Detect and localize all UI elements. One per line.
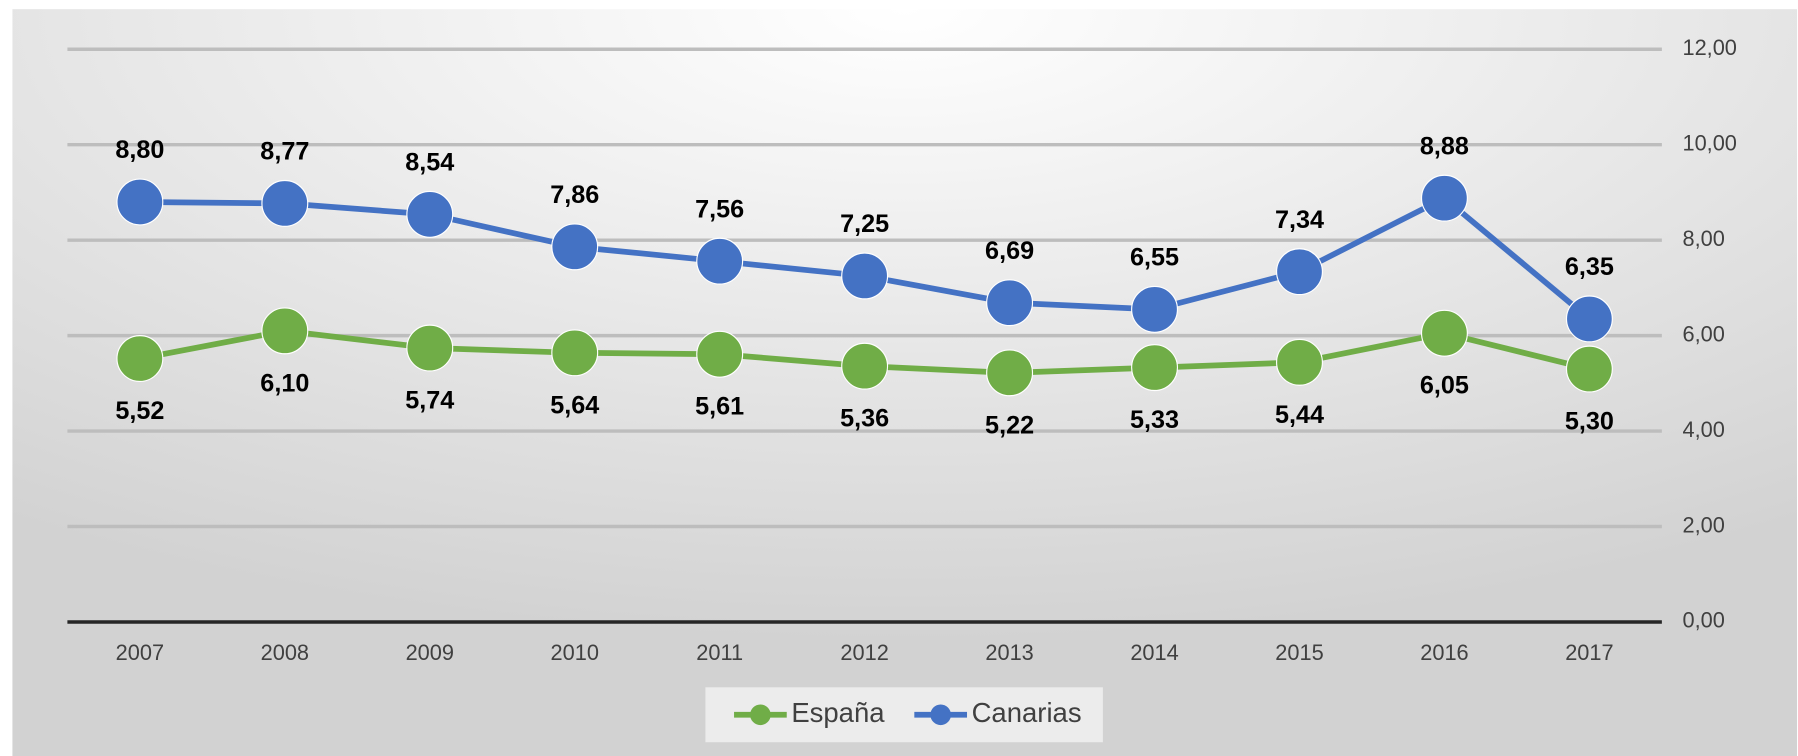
data-point bbox=[1131, 344, 1179, 392]
data-label: 8,80 bbox=[115, 136, 164, 164]
data-label: 5,64 bbox=[550, 391, 599, 419]
data-point bbox=[696, 237, 744, 285]
legend-marker bbox=[930, 704, 951, 726]
data-label: 5,61 bbox=[695, 393, 744, 421]
data-point bbox=[261, 307, 309, 355]
legend-label: Canarias bbox=[972, 697, 1082, 728]
data-point bbox=[1276, 338, 1323, 386]
data-point bbox=[1420, 174, 1468, 222]
data-label: 5,30 bbox=[1565, 408, 1614, 436]
y-tick-label: 0,00 bbox=[1682, 608, 1724, 633]
data-point bbox=[986, 279, 1034, 327]
x-tick-label: 2012 bbox=[840, 640, 888, 665]
data-point bbox=[1276, 248, 1323, 296]
data-label: 6,10 bbox=[260, 369, 309, 397]
y-tick-label: 10,00 bbox=[1682, 130, 1736, 155]
data-label: 7,25 bbox=[840, 210, 889, 238]
data-label: 5,74 bbox=[405, 387, 454, 415]
legend-marker bbox=[750, 704, 771, 726]
x-tick-label: 2017 bbox=[1565, 640, 1613, 665]
x-tick-label: 2010 bbox=[551, 640, 599, 665]
data-label: 8,77 bbox=[260, 138, 309, 166]
data-label: 7,34 bbox=[1275, 206, 1324, 234]
data-point bbox=[551, 329, 599, 377]
data-point bbox=[1565, 295, 1613, 343]
data-label: 8,88 bbox=[1420, 132, 1469, 160]
x-tick-label: 2014 bbox=[1130, 640, 1178, 665]
legend-label: España bbox=[791, 697, 885, 728]
x-tick-label: 2013 bbox=[985, 640, 1033, 665]
x-tick-label: 2011 bbox=[696, 640, 743, 665]
y-tick-label: 4,00 bbox=[1682, 417, 1724, 442]
data-point bbox=[986, 349, 1034, 397]
data-point bbox=[841, 342, 889, 390]
data-point bbox=[261, 179, 309, 227]
data-point bbox=[551, 223, 599, 271]
data-label: 5,22 bbox=[985, 411, 1034, 439]
data-label: 6,35 bbox=[1565, 253, 1614, 281]
chart-background bbox=[12, 9, 1798, 756]
data-label: 6,55 bbox=[1130, 244, 1179, 272]
y-tick-label: 8,00 bbox=[1682, 226, 1724, 251]
x-tick-label: 2016 bbox=[1420, 640, 1468, 665]
data-label: 8,54 bbox=[405, 149, 454, 177]
data-point bbox=[406, 190, 454, 238]
x-tick-label: 2015 bbox=[1275, 640, 1323, 665]
x-tick-label: 2009 bbox=[406, 640, 454, 665]
y-tick-label: 2,00 bbox=[1682, 512, 1724, 537]
data-point bbox=[406, 324, 454, 372]
x-tick-label: 2007 bbox=[116, 640, 164, 665]
data-label: 6,05 bbox=[1420, 372, 1469, 400]
data-point bbox=[1420, 309, 1468, 357]
data-label: 7,56 bbox=[695, 195, 744, 223]
data-label: 5,33 bbox=[1130, 406, 1179, 434]
y-tick-label: 6,00 bbox=[1682, 321, 1724, 346]
data-label: 5,44 bbox=[1275, 401, 1324, 429]
data-label: 5,36 bbox=[840, 405, 889, 433]
data-label: 7,86 bbox=[550, 181, 599, 209]
data-label: 5,52 bbox=[115, 397, 164, 425]
data-point bbox=[1565, 345, 1613, 393]
x-tick-label: 2008 bbox=[261, 640, 309, 665]
data-point bbox=[116, 335, 164, 383]
data-point bbox=[1131, 285, 1179, 333]
y-tick-label: 12,00 bbox=[1682, 35, 1736, 60]
data-point bbox=[696, 330, 744, 378]
data-point bbox=[841, 252, 889, 300]
data-label: 6,69 bbox=[985, 237, 1034, 265]
data-point bbox=[116, 178, 164, 226]
